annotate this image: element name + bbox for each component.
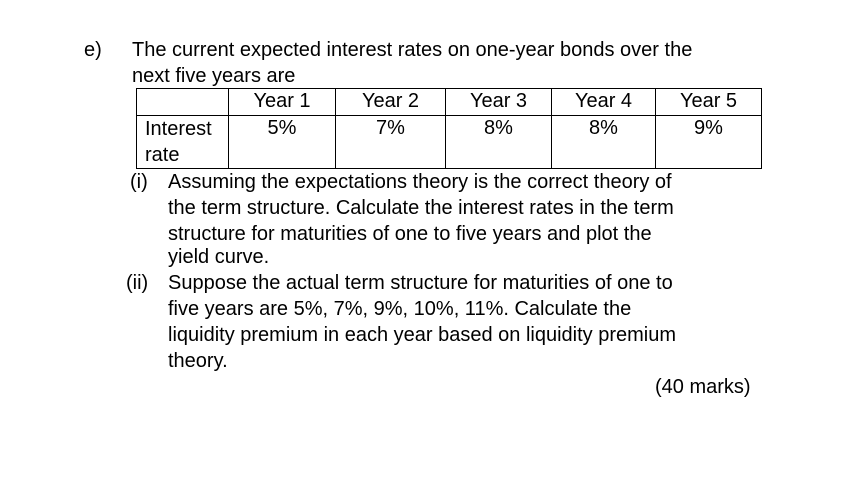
- row-label-line-2: rate: [145, 144, 180, 166]
- table-header-row: Year 1 Year 2 Year 3 Year 4 Year 5: [136, 88, 762, 116]
- subquestion-i-line-3: structure for maturities of one to five …: [168, 223, 652, 245]
- question-label: e): [84, 39, 102, 61]
- subquestion-i-line-4: yield curve.: [168, 246, 270, 268]
- question-intro-line-2: next five years are: [132, 65, 296, 87]
- table-row: Interest rate 5% 7% 8% 8% 9%: [136, 115, 762, 169]
- subquestion-ii-line-4: theory.: [168, 350, 228, 372]
- table-cell-year-1: 5%: [228, 115, 336, 169]
- table-cell-year-3: 8%: [445, 115, 552, 169]
- table-header-cell-year-3: Year 3: [445, 88, 552, 116]
- row-label-interest-rate: Interest rate: [136, 115, 229, 169]
- subquestion-i-line-1: Assuming the expectations theory is the …: [168, 171, 672, 193]
- subquestion-ii-line-2: five years are 5%, 7%, 9%, 10%, 11%. Cal…: [168, 298, 632, 320]
- subquestion-ii-line-1: Suppose the actual term structure for ma…: [168, 272, 673, 294]
- question-intro-line-1: The current expected interest rates on o…: [132, 39, 693, 61]
- table-header-cell-year-5: Year 5: [655, 88, 762, 116]
- subquestion-ii-number: (ii): [126, 272, 149, 294]
- table-cell-year-4: 8%: [551, 115, 656, 169]
- table-header-cell-year-1: Year 1: [228, 88, 336, 116]
- subquestion-ii-line-3: liquidity premium in each year based on …: [168, 324, 677, 346]
- table-header-cell-empty: [136, 88, 229, 116]
- table-cell-year-5: 9%: [655, 115, 762, 169]
- table-header-cell-year-2: Year 2: [335, 88, 446, 116]
- marks-label: (40 marks): [655, 376, 751, 398]
- subquestion-i-number: (i): [130, 171, 148, 193]
- row-label-line-1: Interest: [145, 118, 212, 140]
- table-header-cell-year-4: Year 4: [551, 88, 656, 116]
- interest-rate-table: Year 1 Year 2 Year 3 Year 4 Year 5 Inter…: [136, 88, 762, 169]
- subquestion-i-line-2: the term structure. Calculate the intere…: [168, 197, 674, 219]
- table-cell-year-2: 7%: [335, 115, 446, 169]
